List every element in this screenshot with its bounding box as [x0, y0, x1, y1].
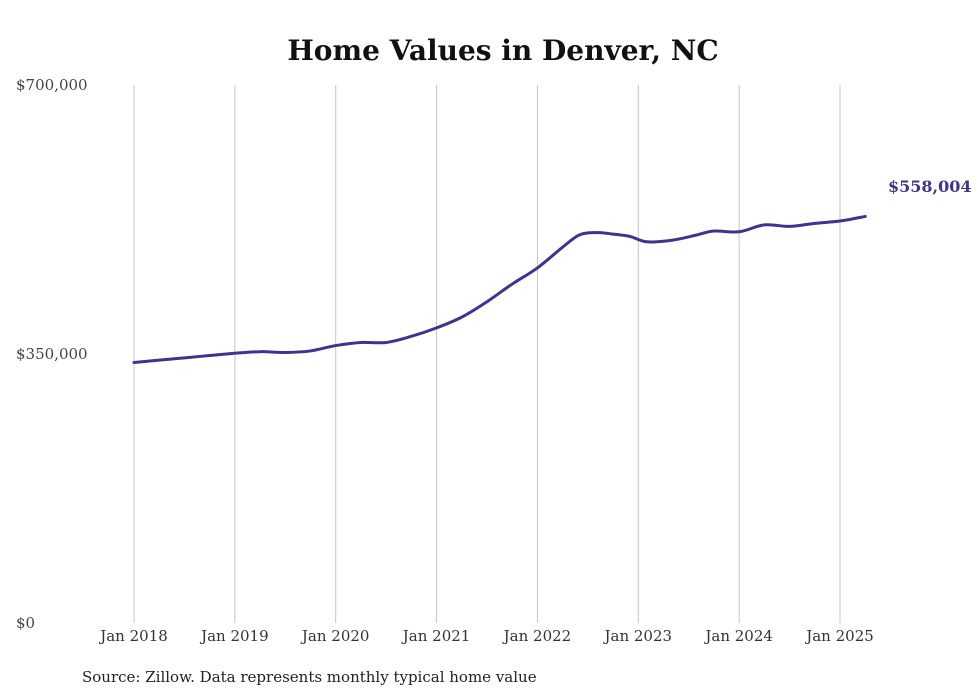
y-axis: $0 $350,000 $700,000: [16, 76, 88, 632]
x-tick-label: Jan 2023: [603, 627, 673, 645]
x-tick-label: Jan 2020: [300, 627, 370, 645]
y-tick-label: $700,000: [16, 76, 88, 94]
grid-lines: [133, 85, 841, 623]
x-tick-label: Jan 2022: [502, 627, 572, 645]
end-value-label: $558,004: [888, 177, 972, 196]
x-tick-label: Jan 2018: [98, 627, 168, 645]
y-tick-label: $350,000: [16, 345, 88, 363]
x-tick-label: Jan 2024: [703, 627, 773, 645]
source-note: Source: Zillow. Data represents monthly …: [82, 668, 537, 686]
chart-title: Home Values in Denver, NC: [287, 34, 718, 67]
x-axis: Jan 2018 Jan 2019 Jan 2020 Jan 2021 Jan 2022…: [98, 627, 874, 645]
series-line: [132, 214, 867, 364]
x-tick-label: Jan 2021: [401, 627, 471, 645]
series-layer: [132, 214, 867, 364]
x-tick-label: Jan 2025: [804, 627, 874, 645]
x-tick-label: Jan 2019: [199, 627, 269, 645]
y-tick-label: $0: [16, 614, 35, 632]
